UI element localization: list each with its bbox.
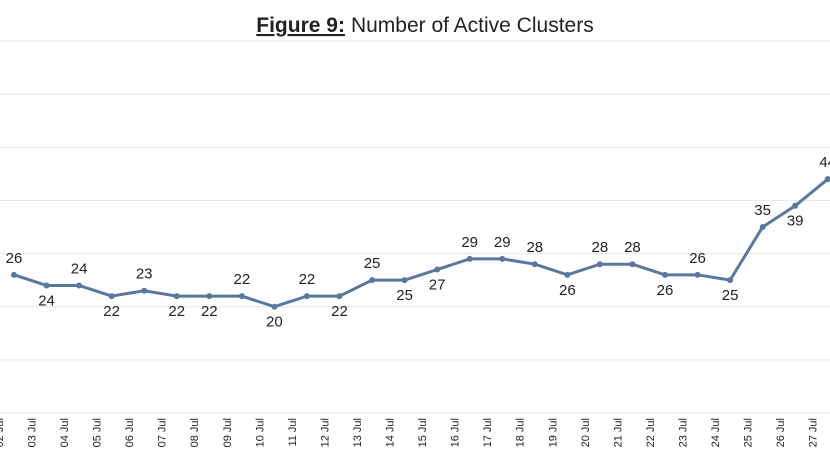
x-tick-label: 07 Jul bbox=[157, 418, 169, 447]
value-label: 22 bbox=[103, 303, 120, 320]
value-label: 26 bbox=[689, 250, 706, 267]
value-label: 24 bbox=[38, 292, 55, 309]
point bbox=[564, 271, 571, 278]
x-tick-label: 21 Jul bbox=[612, 418, 624, 447]
x-tick-label: 17 Jul bbox=[482, 418, 494, 447]
x-tick-label: 08 Jul bbox=[189, 418, 201, 447]
title-text: Number of Active Clusters bbox=[351, 14, 594, 37]
point bbox=[303, 293, 310, 300]
point bbox=[694, 271, 701, 278]
value-label: 22 bbox=[168, 303, 185, 320]
x-tick-label: 19 Jul bbox=[547, 418, 559, 447]
x-tick-label: 24 Jul bbox=[710, 418, 722, 447]
x-tick-label: 16 Jul bbox=[450, 418, 462, 447]
value-label: 26 bbox=[6, 250, 23, 267]
point bbox=[596, 261, 603, 268]
value-label: 24 bbox=[71, 260, 88, 277]
x-tick-label: 03 Jul bbox=[26, 418, 38, 447]
value-label: 26 bbox=[559, 282, 576, 299]
point bbox=[43, 282, 50, 289]
value-label: 22 bbox=[299, 271, 316, 288]
point bbox=[759, 224, 766, 230]
x-tick-label: 04 Jul bbox=[59, 418, 71, 447]
x-tick-label: 12 Jul bbox=[319, 418, 331, 447]
x-tick-label: 14 Jul bbox=[385, 418, 397, 447]
value-label: 25 bbox=[722, 287, 739, 304]
x-tick-label: 22 Jul bbox=[645, 418, 657, 447]
point bbox=[369, 277, 376, 284]
x-tick-label: 09 Jul bbox=[222, 418, 234, 447]
value-label: 22 bbox=[234, 271, 251, 288]
point bbox=[206, 293, 213, 300]
value-label: 44 bbox=[819, 154, 830, 171]
point bbox=[271, 303, 278, 310]
point bbox=[434, 266, 441, 273]
x-tick-label: 18 Jul bbox=[515, 418, 527, 447]
value-label: 26 bbox=[657, 282, 674, 299]
x-tick-label: 15 Jul bbox=[417, 418, 429, 447]
point bbox=[401, 277, 408, 284]
value-label: 28 bbox=[624, 239, 641, 256]
x-tick-label: 20 Jul bbox=[580, 418, 592, 447]
x-tick-label: 11 Jul bbox=[287, 418, 299, 447]
point bbox=[108, 293, 115, 300]
value-label: 28 bbox=[592, 239, 609, 256]
x-tick-label: 05 Jul bbox=[92, 418, 104, 447]
point bbox=[238, 293, 245, 300]
x-tick-label: 02 Jul bbox=[0, 418, 6, 447]
value-label: 39 bbox=[787, 213, 804, 230]
chart-title: Figure 9: Number of Active Clusters bbox=[256, 14, 593, 37]
value-label: 20 bbox=[266, 314, 283, 331]
point bbox=[727, 277, 734, 284]
point bbox=[824, 176, 830, 183]
value-label: 22 bbox=[201, 303, 218, 320]
value-label: 22 bbox=[331, 303, 348, 320]
point bbox=[141, 287, 148, 294]
x-tick-label: 27 Jul bbox=[808, 418, 820, 447]
point bbox=[629, 261, 636, 268]
x-tick-label: 06 Jul bbox=[124, 418, 136, 447]
value-label: 28 bbox=[526, 239, 543, 256]
point bbox=[531, 261, 538, 268]
x-tick-label: 13 Jul bbox=[352, 418, 364, 447]
point bbox=[76, 282, 83, 289]
value-label: 25 bbox=[364, 255, 381, 272]
point bbox=[173, 293, 180, 300]
title-prefix: Figure 9: bbox=[256, 14, 345, 37]
value-label: 23 bbox=[136, 266, 153, 283]
point bbox=[466, 255, 473, 262]
value-label: 29 bbox=[494, 234, 511, 251]
x-tick-label: 26 Jul bbox=[775, 418, 787, 447]
value-label: 29 bbox=[461, 234, 478, 251]
value-label: 27 bbox=[429, 276, 446, 293]
x-tick-label: 23 Jul bbox=[677, 418, 689, 447]
point bbox=[11, 271, 17, 278]
x-tick-label: 10 Jul bbox=[254, 418, 266, 447]
point bbox=[499, 255, 506, 262]
line bbox=[13, 178, 829, 309]
point bbox=[336, 293, 343, 300]
x-tick-label: 25 Jul bbox=[743, 418, 755, 447]
value-label: 25 bbox=[396, 287, 413, 304]
value-label: 35 bbox=[754, 202, 771, 219]
point bbox=[662, 271, 668, 278]
point bbox=[792, 202, 799, 209]
